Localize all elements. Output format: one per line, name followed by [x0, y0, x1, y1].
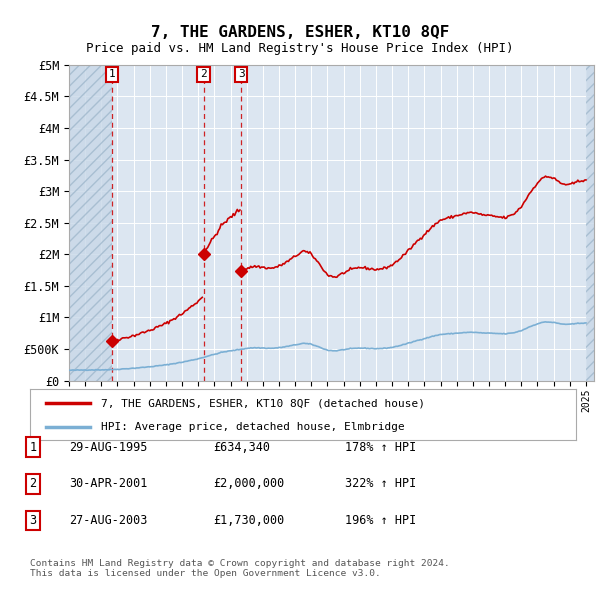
- Text: Contains HM Land Registry data © Crown copyright and database right 2024.
This d: Contains HM Land Registry data © Crown c…: [30, 559, 450, 578]
- Text: 3: 3: [238, 70, 245, 80]
- Text: £1,730,000: £1,730,000: [213, 514, 284, 527]
- Text: HPI: Average price, detached house, Elmbridge: HPI: Average price, detached house, Elmb…: [101, 422, 405, 432]
- Text: 1: 1: [109, 70, 115, 80]
- Text: 30-APR-2001: 30-APR-2001: [69, 477, 148, 490]
- Text: 7, THE GARDENS, ESHER, KT10 8QF (detached house): 7, THE GARDENS, ESHER, KT10 8QF (detache…: [101, 398, 425, 408]
- Text: 178% ↑ HPI: 178% ↑ HPI: [345, 441, 416, 454]
- Text: Price paid vs. HM Land Registry's House Price Index (HPI): Price paid vs. HM Land Registry's House …: [86, 42, 514, 55]
- Text: 3: 3: [29, 514, 37, 527]
- Text: £634,340: £634,340: [213, 441, 270, 454]
- Text: 7, THE GARDENS, ESHER, KT10 8QF: 7, THE GARDENS, ESHER, KT10 8QF: [151, 25, 449, 40]
- Text: 322% ↑ HPI: 322% ↑ HPI: [345, 477, 416, 490]
- Text: 27-AUG-2003: 27-AUG-2003: [69, 514, 148, 527]
- Text: £2,000,000: £2,000,000: [213, 477, 284, 490]
- Text: 29-AUG-1995: 29-AUG-1995: [69, 441, 148, 454]
- Text: 2: 2: [200, 70, 207, 80]
- Text: 196% ↑ HPI: 196% ↑ HPI: [345, 514, 416, 527]
- Text: 1: 1: [29, 441, 37, 454]
- Text: 2: 2: [29, 477, 37, 490]
